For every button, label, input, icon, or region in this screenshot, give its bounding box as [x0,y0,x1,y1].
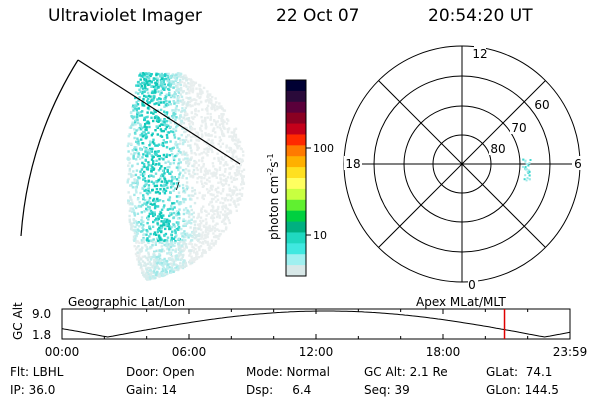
x-tick-label-0000: 00:00 [45,345,80,359]
timeline-x-ticks [61,309,571,339]
date-label: 22 Oct 07 [276,6,360,26]
x-tick-label-1200: 12:00 [299,345,334,359]
gc-alt-info: GC Alt: 2.1 Re [364,365,448,379]
time-label: 20:54:20 UT [428,6,533,26]
aurora-emission [126,72,246,281]
door-info: Door: Open [126,365,195,379]
gc-alt-axis-label: GC Alt [11,302,25,340]
seq-info: Seq: 39 [364,383,410,397]
mlt-label-12: 12 [472,47,487,61]
y-tick-top: 9.0 [32,307,51,321]
x-tick-label-2359: 23:59 [553,345,588,359]
timeline-left-title: Geographic Lat/Lon [68,295,186,309]
mlt-label-18: 18 [345,157,360,171]
polar-emission [522,158,532,182]
ip-info: IP: 36.0 [10,383,56,397]
gain-info: Gain: 14 [126,383,177,397]
glat-info: GLat: 74.1 [486,365,553,379]
colorbar-label: photon cm-2s-1 [266,153,281,240]
glon-info: GLon: 144.5 [486,383,559,397]
instrument-title: Ultraviolet Imager [48,6,202,26]
y-tick-bottom: 1.8 [32,328,51,342]
colorbar-tick-10: 10 [313,229,327,242]
limb-arc [20,59,79,237]
mode-info: Mode: Normal [246,365,330,379]
lat-label-70: 70 [511,121,526,135]
terminator-line [77,59,241,165]
dsp-info: Dsp: 6.4 [246,383,312,397]
altitude-curve [61,310,571,338]
colorbar-tick-100: 100 [313,142,334,155]
x-tick-label-1800: 18:00 [426,345,461,359]
filter-info: Flt: LBHL [10,365,64,379]
mlt-label-0: 0 [468,278,476,292]
lat-label-60: 60 [534,98,549,112]
pole-marker: / [176,181,180,192]
x-tick-label-0600: 06:00 [172,345,207,359]
lat-label-80: 80 [490,142,505,156]
timeline-right-title: Apex MLat/MLT [416,295,506,309]
mlt-label-6: 6 [574,157,582,171]
